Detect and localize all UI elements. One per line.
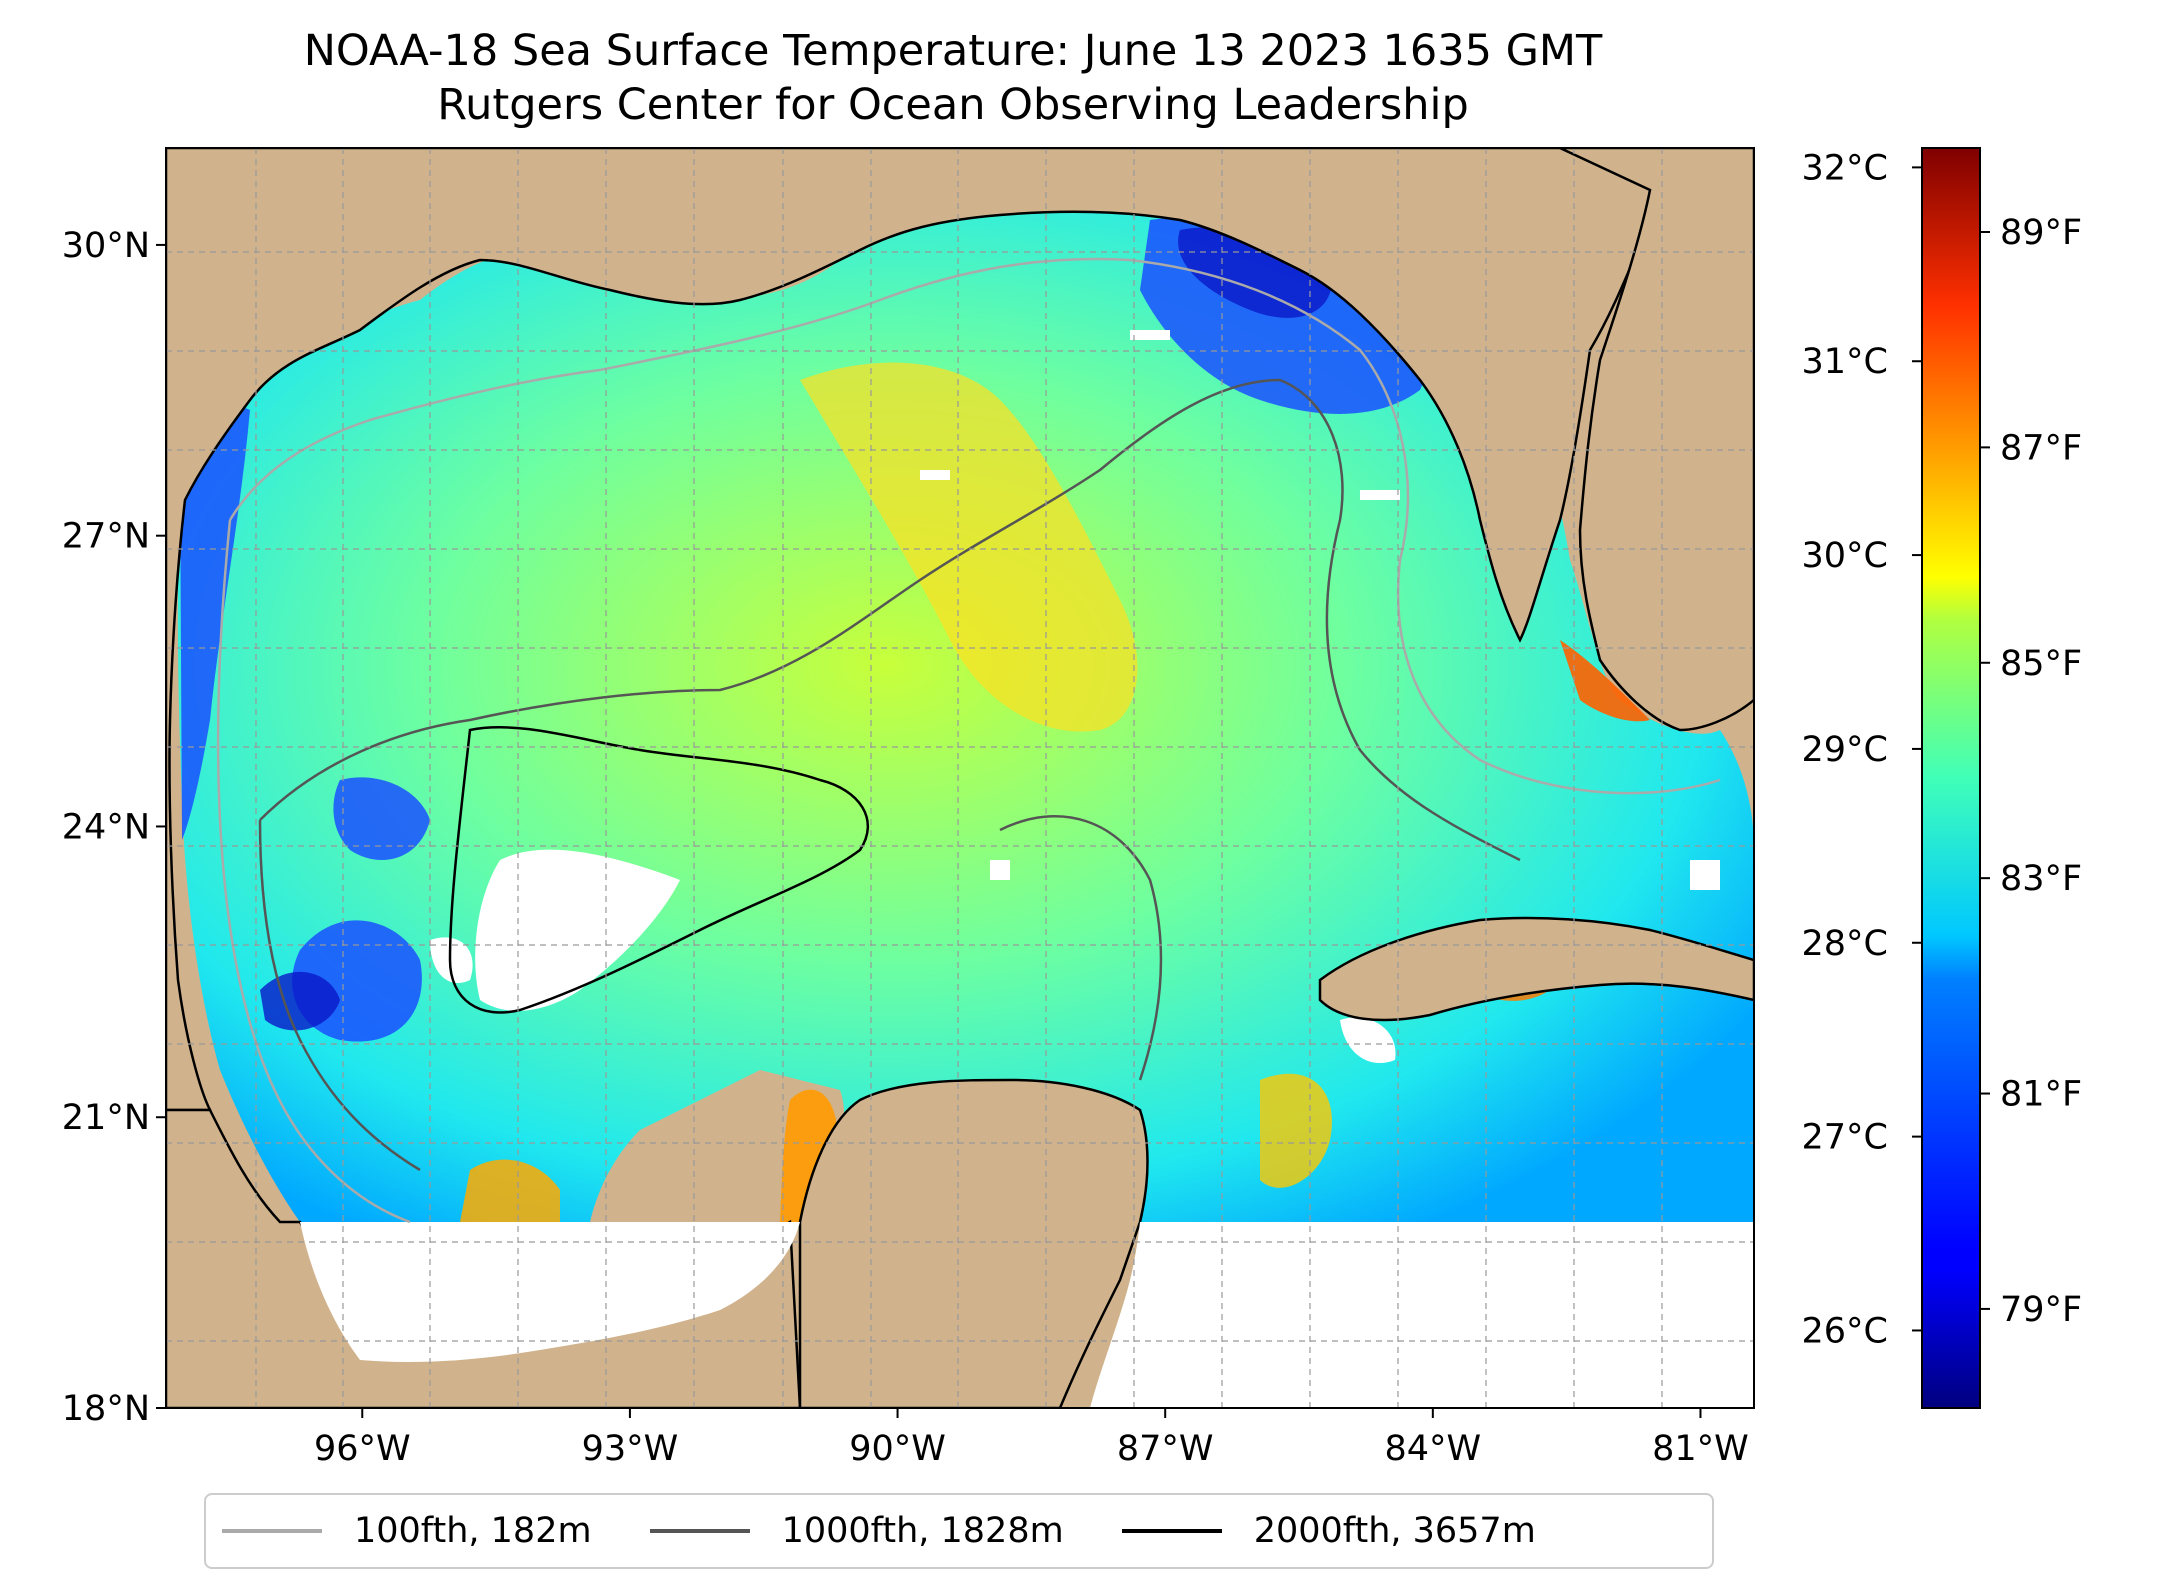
lat-tick-label: 30°N: [62, 226, 150, 266]
lat-tick-label: 27°N: [62, 517, 150, 557]
celsius-tick-label: 31°C: [1802, 342, 1888, 382]
celsius-tick-label: 28°C: [1802, 924, 1888, 964]
colorbar-fahrenheit-axis: 79°F 81°F 83°F 85°F 87°F 89°F: [1980, 213, 2082, 1330]
colorbar: [1922, 148, 1980, 1408]
lon-tick-label: 81°W: [1652, 1429, 1749, 1469]
fahrenheit-tick-label: 79°F: [2000, 1290, 2082, 1330]
celsius-tick-label: 29°C: [1802, 730, 1888, 770]
contour-100fth: [216, 257, 1721, 1224]
legend-label: 1000fth, 1828m: [781, 1511, 1064, 1551]
fahrenheit-tick-label: 83°F: [2000, 859, 2082, 899]
map-subtitle: Rutgers Center for Ocean Observing Leade…: [437, 80, 1469, 130]
lat-tick-label: 18°N: [62, 1389, 150, 1429]
celsius-tick-label: 26°C: [1802, 1311, 1888, 1351]
lat-tick-label: 24°N: [62, 807, 150, 847]
legend-item-2000fth: 2000fth, 3657m: [1121, 1511, 1536, 1551]
longitude-axis: 96°W 93°W 90°W 87°W 84°W 81°W: [314, 1408, 1749, 1469]
lon-tick-label: 93°W: [582, 1429, 679, 1469]
contour-1000fth: [258, 378, 1521, 1172]
lat-tick-label: 21°N: [62, 1098, 150, 1138]
legend-swatch: [1121, 1529, 1222, 1533]
map-area: [166, 148, 1754, 1408]
legend-swatch: [222, 1529, 322, 1533]
bathymetry-legend: 100fth, 182m 1000fth, 1828m 2000fth, 365…: [204, 1493, 1714, 1569]
legend-item-1000fth: 1000fth, 1828m: [649, 1511, 1064, 1551]
legend-swatch: [649, 1529, 750, 1533]
lon-tick-label: 84°W: [1385, 1429, 1482, 1469]
legend-label: 100fth, 182m: [354, 1511, 592, 1551]
contour-2000fth: [448, 726, 870, 1014]
bathymetry-contours: [216, 257, 1721, 1224]
fahrenheit-tick-label: 87°F: [2000, 428, 2082, 468]
fahrenheit-tick-label: 89°F: [2000, 213, 2082, 253]
fahrenheit-tick-label: 81°F: [2000, 1075, 2082, 1115]
colorbar-celsius-axis: 26°C 27°C 28°C 29°C 30°C 31°C 32°C: [1802, 148, 1922, 1351]
lon-tick-label: 90°W: [849, 1429, 946, 1469]
map-title: NOAA-18 Sea Surface Temperature: June 13…: [303, 26, 1603, 76]
lon-tick-label: 87°W: [1117, 1429, 1214, 1469]
graticule: [166, 148, 1754, 1408]
legend-label: 2000fth, 3657m: [1253, 1511, 1536, 1551]
celsius-tick-label: 30°C: [1802, 536, 1888, 576]
map-frame: [165, 147, 1755, 1409]
legend-item-100fth: 100fth, 182m: [222, 1511, 592, 1551]
coastlines: [166, 148, 1754, 1408]
fahrenheit-tick-label: 85°F: [2000, 644, 2082, 684]
latitude-axis: 18°N 21°N 24°N 27°N 30°N: [62, 226, 166, 1429]
celsius-tick-label: 32°C: [1802, 148, 1888, 188]
celsius-tick-label: 27°C: [1802, 1118, 1888, 1158]
southern-no-data-region: [300, 1222, 1754, 1408]
lon-tick-label: 96°W: [314, 1429, 411, 1469]
